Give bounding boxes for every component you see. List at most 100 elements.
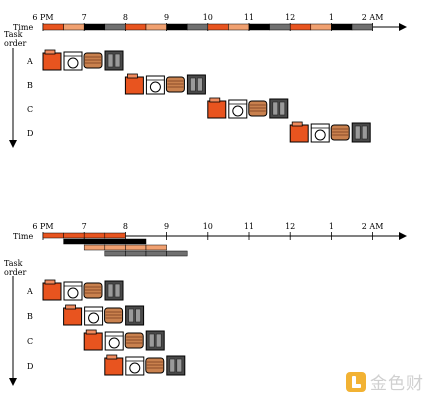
stage-segment — [331, 23, 353, 31]
task-axis-label: order — [4, 268, 26, 277]
washer-lid — [127, 73, 138, 79]
closet-door-right — [197, 77, 203, 92]
load-b-icons — [124, 73, 206, 95]
closet-icon — [186, 74, 206, 95]
pipeline-bar-segment — [83, 244, 106, 251]
stage-segment — [207, 23, 229, 31]
washer-lid — [106, 354, 118, 360]
washer-icon — [42, 52, 62, 71]
washer-lid — [85, 329, 97, 335]
pipeline-bar-segment — [104, 250, 126, 257]
closet-door-right — [135, 308, 141, 323]
washer-icon — [83, 332, 103, 351]
time-tick-label: 11 — [244, 13, 254, 22]
task-label-b: B — [27, 312, 33, 321]
time-tick-label: 8 — [123, 13, 128, 22]
time-tick-label: 2 AM — [362, 222, 384, 231]
closet-icon — [104, 280, 124, 301]
time-tick-label: 6 PM — [32, 13, 53, 22]
time-axis-label: Time — [13, 23, 33, 32]
washer-icon — [42, 282, 62, 301]
pipeline-bar-segment — [145, 244, 167, 251]
task-label-c: C — [27, 337, 33, 346]
time-tick-label: 12 — [285, 222, 295, 231]
pipeline-bar-segment — [63, 232, 85, 239]
watermark-text: 金色财 — [370, 374, 424, 394]
washer-lid — [65, 304, 76, 310]
load-d-icons — [104, 354, 186, 376]
time-axis-label: Time — [13, 232, 33, 241]
washer-icon — [207, 100, 227, 119]
washer-lid — [291, 121, 303, 127]
watermark: 金色财 — [346, 369, 424, 394]
dryer-door — [232, 105, 244, 117]
washer-lid — [44, 49, 56, 55]
pipeline-bar-segment — [42, 232, 64, 239]
task-label-a: A — [26, 287, 33, 296]
task-label-b: B — [27, 81, 33, 90]
stage-segment — [42, 23, 64, 31]
washer-lid — [44, 279, 56, 285]
dryer-door — [67, 57, 79, 69]
stage-segment — [63, 23, 85, 31]
time-tick-label: 2 AM — [362, 13, 384, 22]
closet-icon — [125, 305, 145, 326]
stage-segment — [269, 23, 291, 31]
load-c-icons — [207, 97, 289, 119]
time-tick-label: 6 PM — [32, 222, 53, 231]
pipeline-bar-segment — [125, 238, 147, 245]
pipeline-bar-segment — [83, 232, 106, 239]
closet-icon — [104, 50, 124, 71]
closet-icon — [145, 330, 165, 351]
washer-icon — [63, 307, 83, 326]
task-label-d: D — [27, 129, 33, 138]
stage-segment — [310, 23, 332, 31]
closet-door-right — [114, 53, 121, 68]
time-tick-label: 7 — [82, 13, 87, 22]
closet-door-left — [107, 283, 114, 298]
closet-door-left — [128, 308, 134, 323]
time-tick-label: 8 — [123, 222, 128, 231]
pipeline-bar-segment — [145, 250, 167, 257]
closet-door-left — [190, 77, 196, 92]
closet-door-right — [176, 358, 183, 373]
pipeline-bar-segment — [125, 244, 147, 251]
stage-segment — [248, 23, 270, 31]
washer-icon — [104, 357, 124, 376]
stage-segment — [83, 23, 106, 31]
time-tick-label: 1 — [329, 13, 334, 22]
closet-icon — [166, 355, 186, 376]
stage-segment — [166, 23, 188, 31]
closet-door-left — [107, 53, 114, 68]
pipeline-bar-segment — [104, 244, 126, 251]
task-axis-label: order — [4, 39, 26, 48]
washer-icon — [289, 124, 309, 143]
pipeline-bar-segment — [83, 238, 106, 245]
task-axis-label: Task — [4, 259, 23, 268]
time-tick-label: 12 — [285, 13, 295, 22]
task-label-c: C — [27, 105, 33, 114]
stage-segment — [289, 23, 312, 31]
stage-segment — [186, 23, 209, 31]
closet-door-left — [148, 333, 155, 348]
time-tick-label: 11 — [244, 222, 254, 231]
task-label-d: D — [27, 362, 33, 371]
closet-door-right — [114, 283, 121, 298]
load-a-icons — [42, 279, 124, 301]
task-axis-label: Task — [4, 30, 23, 39]
load-d-icons — [289, 121, 371, 143]
washer-lid — [209, 97, 221, 103]
stage-segment — [351, 23, 373, 31]
dryer-door — [149, 81, 161, 93]
dryer-door — [67, 287, 79, 299]
stage-segment — [104, 23, 126, 31]
pipeline-bar-segment — [104, 238, 126, 245]
time-tick-label: 9 — [164, 222, 169, 231]
closet-door-left — [169, 358, 176, 373]
dryer-door — [129, 362, 141, 374]
pipeline-bar-segment — [63, 238, 85, 245]
